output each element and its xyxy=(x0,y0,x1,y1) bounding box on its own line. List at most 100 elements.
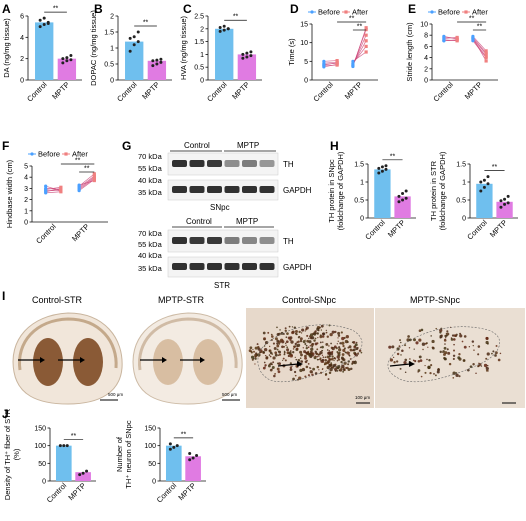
data-point xyxy=(249,54,253,58)
chart-th-str: 0 0.5 1 1.5 TH protein in STR (foldchange of … xyxy=(429,151,518,242)
stained-neuron xyxy=(264,364,267,367)
stained-neuron xyxy=(326,349,329,351)
stained-neuron xyxy=(472,362,475,366)
stained-neuron xyxy=(413,348,415,350)
stained-neuron xyxy=(389,358,394,362)
stained-neuron xyxy=(283,351,286,354)
significance-label: ** xyxy=(477,24,483,31)
stained-neuron xyxy=(444,343,446,345)
stained-neuron xyxy=(328,355,331,358)
bar-control xyxy=(215,28,234,80)
stained-neuron xyxy=(331,350,334,353)
stained-neuron xyxy=(469,365,473,368)
data-point xyxy=(61,61,65,65)
stained-neuron xyxy=(300,332,303,334)
panel-letter-a: A xyxy=(2,2,11,16)
stained-neuron xyxy=(486,352,490,356)
stained-neuron xyxy=(330,363,333,366)
data-point xyxy=(404,189,408,193)
stained-neuron xyxy=(317,358,319,361)
stained-neuron xyxy=(334,367,338,371)
stained-neuron xyxy=(310,347,314,351)
stained-neuron xyxy=(289,350,292,352)
stained-neuron xyxy=(338,346,341,349)
stained-neuron xyxy=(314,342,318,346)
stained-neuron xyxy=(299,368,303,373)
stained-neuron xyxy=(355,347,359,351)
bar-control xyxy=(374,169,391,218)
y-tick-label: 2 xyxy=(424,66,428,73)
stained-neuron xyxy=(431,339,435,344)
data-point xyxy=(136,30,140,34)
blot-band xyxy=(224,237,240,244)
significance-label: ** xyxy=(84,166,90,173)
stained-neuron xyxy=(337,337,339,339)
stained-neuron xyxy=(287,354,291,358)
striatum-right xyxy=(193,339,223,385)
legend-label-after: After xyxy=(352,8,368,17)
data-point xyxy=(218,29,222,33)
bar-control xyxy=(476,183,493,218)
stained-neuron xyxy=(344,351,347,354)
bar-control xyxy=(125,41,144,80)
data-point xyxy=(503,197,507,201)
stained-neuron xyxy=(307,362,310,365)
stained-neuron xyxy=(270,338,273,341)
stained-neuron xyxy=(327,351,331,355)
panel-letter-c: C xyxy=(183,2,192,16)
before-point xyxy=(77,187,81,192)
stained-neuron xyxy=(269,349,271,352)
stained-neuron xyxy=(276,367,280,371)
data-point xyxy=(222,28,226,32)
bar-control xyxy=(35,22,54,80)
after-point xyxy=(484,49,488,53)
data-point xyxy=(384,164,388,168)
stained-neuron xyxy=(328,349,330,352)
stained-neuron xyxy=(252,348,254,351)
stained-neuron xyxy=(427,346,429,348)
stained-neuron xyxy=(345,335,349,339)
data-point xyxy=(38,25,42,29)
stained-neuron xyxy=(353,360,357,365)
stained-neuron xyxy=(396,352,400,356)
before-point xyxy=(44,184,48,188)
stained-neuron xyxy=(284,359,287,362)
stained-neuron xyxy=(269,351,273,355)
stained-neuron xyxy=(299,357,302,360)
y-tick-label: 0 xyxy=(304,78,308,85)
blot-band xyxy=(242,186,257,193)
stained-neuron xyxy=(282,332,285,335)
stained-neuron xyxy=(260,351,263,353)
data-point xyxy=(168,447,172,451)
chart-fiber-density: 0 50 100 150 Density of TH⁺ fiber of STR (%) C… xyxy=(3,408,96,505)
blot-band xyxy=(242,263,257,270)
legend-marker-before xyxy=(310,10,314,14)
y-tick-label: 0.5 xyxy=(194,65,204,72)
y-axis-label: Hindbase width (cm) xyxy=(5,159,14,228)
stained-neuron xyxy=(295,358,298,361)
y-tick-label: 100 xyxy=(34,443,46,450)
stained-neuron xyxy=(337,353,341,357)
stained-neuron xyxy=(288,325,291,328)
stained-neuron xyxy=(283,353,286,356)
stained-neuron xyxy=(305,365,309,369)
stained-neuron xyxy=(415,341,419,345)
stained-neuron xyxy=(264,366,266,368)
stained-neuron xyxy=(499,352,502,355)
stained-neuron xyxy=(253,350,255,353)
data-point xyxy=(62,444,66,448)
stained-neuron xyxy=(354,352,357,355)
legend-marker-after xyxy=(344,10,348,14)
y-axis-label: (%) xyxy=(12,448,21,460)
stained-neuron xyxy=(455,373,459,377)
cortex-rim xyxy=(18,317,118,371)
y-tick-label: 1.5 xyxy=(104,30,114,37)
stained-neuron xyxy=(336,370,339,372)
panel-letter-e: E xyxy=(408,2,416,16)
stained-neuron xyxy=(475,372,477,374)
stained-neuron xyxy=(284,342,287,345)
blot-band xyxy=(189,237,205,244)
scale-bar-label-control-snpc: 100 μm xyxy=(355,395,370,400)
y-tick-label: 0.5 xyxy=(354,198,364,205)
data-point xyxy=(168,442,172,446)
